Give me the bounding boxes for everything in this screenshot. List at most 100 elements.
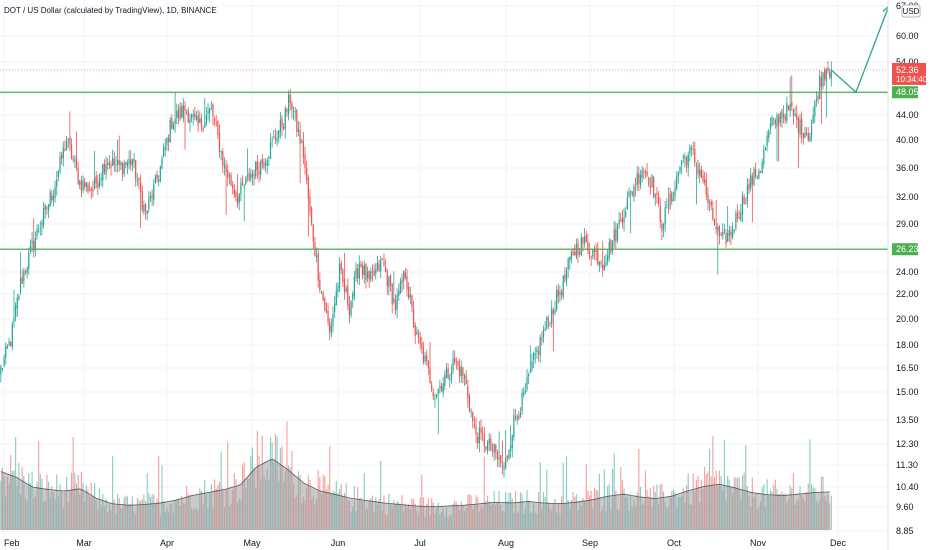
candle <box>715 199 717 235</box>
candle <box>720 231 722 237</box>
candle <box>509 425 512 459</box>
candle <box>46 206 48 216</box>
candle <box>730 226 732 246</box>
volume-bar <box>562 462 564 530</box>
candle <box>449 374 451 388</box>
candle <box>662 222 665 238</box>
candle <box>559 285 561 303</box>
candle <box>763 144 765 169</box>
candle <box>279 112 282 139</box>
candle <box>516 414 518 425</box>
candle <box>778 113 780 162</box>
candle <box>529 345 531 374</box>
candle <box>455 357 457 370</box>
support-resistance-lines[interactable] <box>0 69 888 250</box>
candle <box>789 76 791 118</box>
candle <box>186 109 188 115</box>
candle <box>65 135 68 151</box>
candle <box>154 174 157 184</box>
volume-bar <box>112 456 114 530</box>
candle <box>34 231 36 257</box>
month-tick-label: Jun <box>331 538 346 548</box>
candle <box>560 288 563 300</box>
candle <box>343 253 346 300</box>
candle <box>373 264 375 277</box>
candle <box>454 350 456 366</box>
candle <box>14 302 17 322</box>
candle <box>363 260 365 284</box>
candle <box>467 379 469 408</box>
candle <box>414 322 416 344</box>
candle <box>54 180 56 203</box>
candle <box>501 440 504 475</box>
candle <box>29 239 32 254</box>
volume-moving-average <box>0 459 830 530</box>
candle <box>480 419 482 441</box>
candle <box>268 155 270 167</box>
candle <box>220 150 222 161</box>
candle <box>631 190 633 197</box>
candle <box>435 394 438 399</box>
volume-ma-area <box>0 459 830 530</box>
candle <box>75 131 78 172</box>
candle <box>616 222 619 244</box>
candle <box>519 407 522 419</box>
candle <box>485 446 487 452</box>
candle <box>567 257 569 279</box>
candle <box>677 170 679 184</box>
svg-text:26.23: 26.23 <box>896 244 919 254</box>
candle <box>511 434 513 458</box>
candle <box>278 130 280 144</box>
candle <box>753 166 755 186</box>
candle <box>13 289 15 328</box>
candle <box>427 360 430 376</box>
candle <box>625 206 627 218</box>
candle <box>47 203 50 219</box>
candle <box>676 171 678 191</box>
candle <box>138 177 140 190</box>
candle <box>218 124 221 158</box>
candle <box>292 106 295 121</box>
candle <box>689 144 691 162</box>
candle <box>209 107 211 123</box>
candle <box>74 154 76 168</box>
candle <box>439 379 441 394</box>
candle <box>771 115 773 127</box>
candle <box>42 201 45 229</box>
candle <box>116 139 119 173</box>
price-tick-label: 20.00 <box>896 314 919 324</box>
candle <box>314 236 316 257</box>
candle <box>355 262 357 282</box>
candle <box>113 151 115 172</box>
candle <box>830 61 832 87</box>
candle <box>350 300 352 318</box>
candle <box>697 159 699 179</box>
candle <box>287 90 290 121</box>
time-axis[interactable]: Feb Mar Apr May Jun Jul Aug Sep Oct Nov Dec <box>4 538 846 548</box>
candle <box>105 156 107 180</box>
candle <box>380 255 382 279</box>
volume-bar <box>38 441 40 530</box>
currency-button[interactable]: USD <box>901 4 921 18</box>
candle <box>424 352 426 365</box>
candle <box>523 387 525 398</box>
candle <box>195 111 198 122</box>
candle <box>197 109 199 132</box>
candle <box>177 104 180 125</box>
candle <box>139 174 142 228</box>
candle <box>166 137 168 151</box>
candle <box>133 152 135 169</box>
candle <box>181 102 183 119</box>
candle <box>368 270 370 288</box>
projection-arrow[interactable] <box>830 4 891 94</box>
candle <box>151 189 153 206</box>
projection-line[interactable] <box>830 5 890 94</box>
countdown-timer: 10:34:40 <box>896 75 928 84</box>
price-tick-label: 10.40 <box>896 482 919 492</box>
candle <box>100 172 102 186</box>
candle <box>59 151 61 175</box>
candle <box>636 166 638 191</box>
candle <box>644 169 647 179</box>
